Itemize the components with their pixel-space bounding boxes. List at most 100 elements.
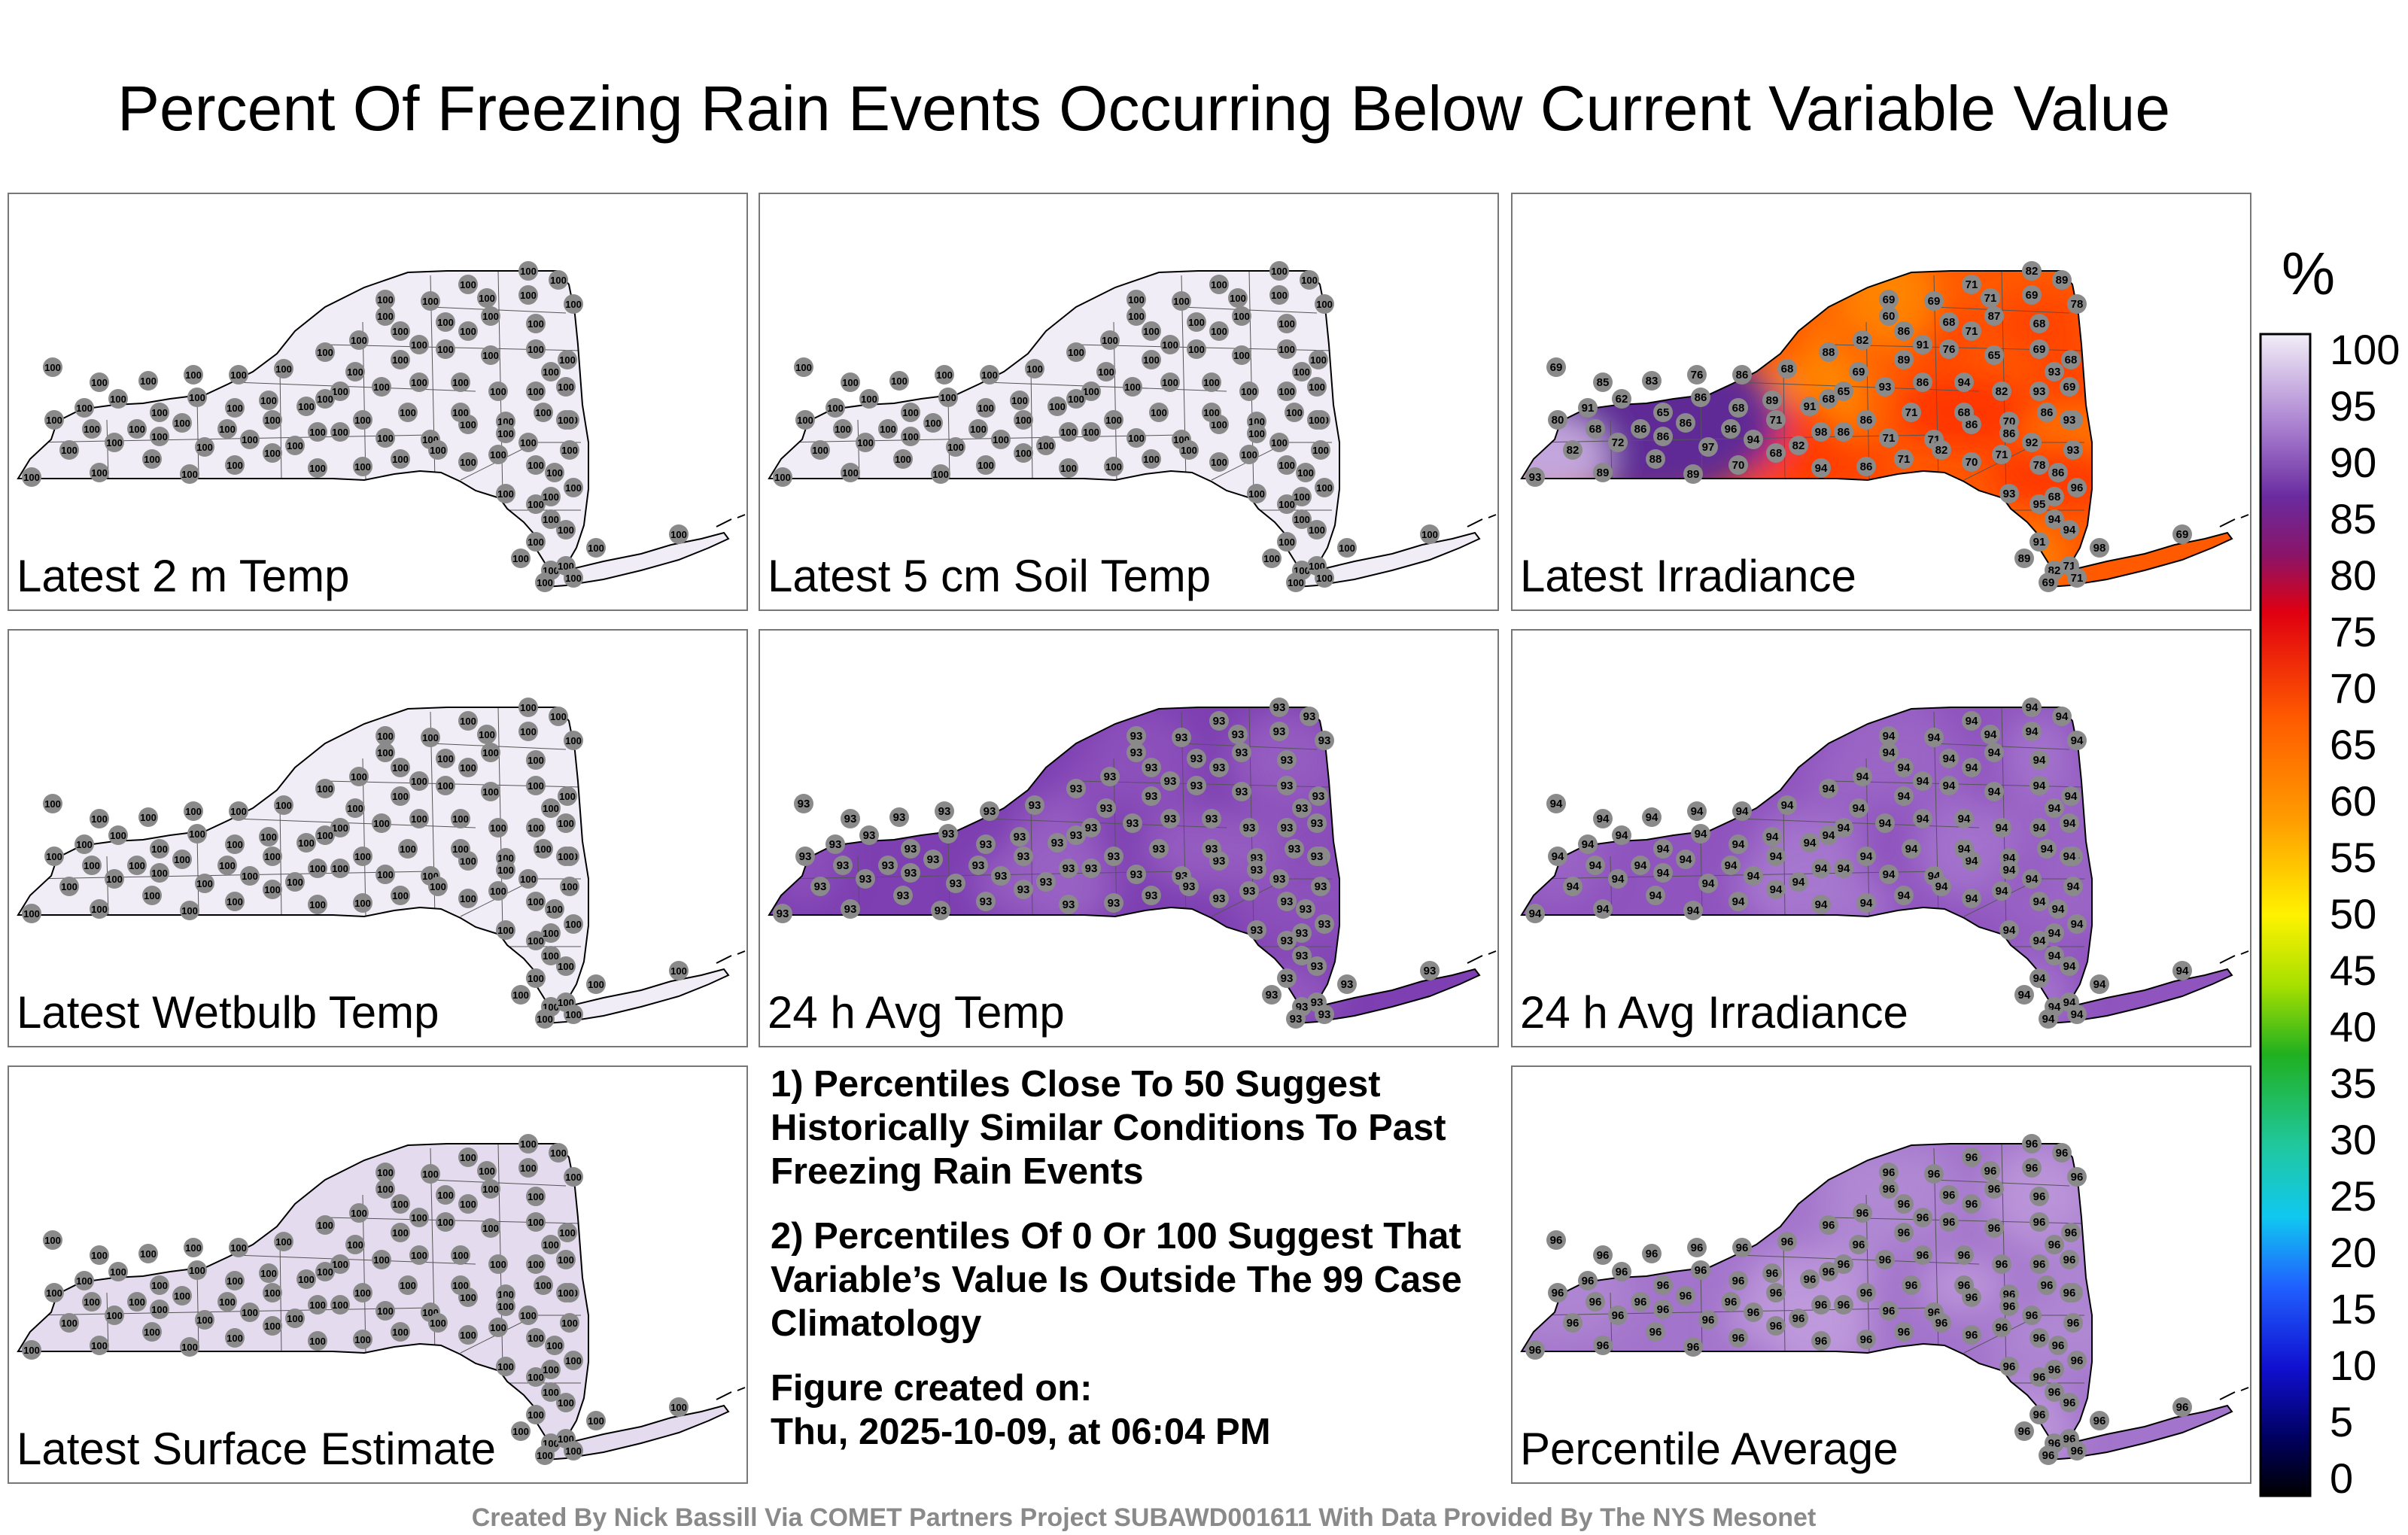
station-value: 100: [528, 755, 544, 766]
station-marker: 93: [1187, 749, 1206, 768]
station-marker: 93: [833, 856, 853, 875]
station-value: 94: [2003, 864, 2016, 877]
station-marker: 100: [375, 865, 395, 884]
station-value: 71: [1966, 278, 1978, 291]
station-value: 100: [1294, 366, 1310, 378]
station-value: 100: [377, 869, 394, 880]
station-marker: 100: [458, 711, 478, 731]
station-marker: 100: [150, 1275, 169, 1295]
station-value: 100: [227, 403, 243, 414]
station-marker: 83: [1642, 371, 1662, 391]
station-marker: 93: [2045, 362, 2064, 381]
station-value: 89: [1597, 467, 1610, 479]
station-value: 93: [1063, 862, 1075, 875]
station-value: 100: [520, 726, 537, 737]
station-marker: 100: [108, 825, 128, 845]
station-marker: 100: [391, 886, 410, 905]
station-value: 100: [460, 1152, 476, 1163]
station-marker: 100: [90, 463, 109, 482]
station-marker: 100: [477, 288, 497, 308]
station-value: 100: [842, 467, 859, 479]
station-value: 94: [1657, 867, 1670, 880]
station-marker: 100: [375, 1301, 395, 1321]
station-marker: 94: [1962, 711, 1981, 731]
station-marker: 89: [2052, 270, 2072, 290]
station-value: 82: [1792, 439, 1805, 452]
station-marker: 100: [1209, 275, 1229, 294]
station-value: 100: [129, 1296, 145, 1308]
station-marker: 100: [1081, 381, 1101, 401]
station-marker: 94: [1913, 771, 1932, 791]
station-value: 96: [1853, 1239, 1865, 1251]
panel-label: 24 h Avg Temp: [768, 987, 1065, 1038]
station-marker: 94: [1981, 725, 2000, 744]
station-marker: 93: [1311, 877, 1330, 896]
station-marker: 100: [526, 968, 546, 988]
station-marker: 96: [2067, 1441, 2087, 1461]
station-marker: 96: [1732, 1238, 1752, 1257]
station-value: 100: [151, 407, 168, 418]
station-marker: 100: [1172, 291, 1191, 311]
station-value: 96: [1691, 1242, 1704, 1254]
station-marker: 93: [1142, 786, 1161, 806]
station-marker: 100: [1307, 410, 1327, 430]
station-value: 100: [902, 407, 919, 418]
station-value: 94: [1612, 873, 1625, 886]
station-marker: 86: [1834, 422, 1853, 442]
station-marker: 100: [372, 1250, 391, 1269]
station-marker: 86: [1856, 410, 1876, 430]
station-marker: 100: [496, 1296, 515, 1316]
station-marker: 100: [535, 573, 555, 592]
station-value: 100: [84, 860, 100, 871]
station-marker: 100: [421, 291, 440, 311]
station-value: 94: [1815, 862, 1828, 875]
station-marker: 70: [1728, 455, 1748, 475]
station-value: 100: [520, 437, 537, 448]
station-marker: 100: [195, 1310, 214, 1330]
colorbar-tick-50: 50: [2330, 890, 2377, 938]
station-value: 100: [332, 386, 348, 397]
station-value: 94: [2048, 802, 2061, 815]
station-marker: 93: [1066, 825, 1086, 845]
station-value: 93: [1206, 843, 1218, 856]
station-value: 100: [842, 377, 859, 388]
station-value: 71: [1770, 414, 1783, 427]
station-value: 100: [528, 822, 544, 834]
station-value: 100: [185, 1242, 202, 1254]
station-marker: 100: [518, 433, 538, 452]
station-marker: 100: [90, 899, 109, 919]
station-marker: 100: [481, 782, 500, 801]
station-marker: 86: [1691, 388, 1710, 407]
station-value: 91: [1804, 400, 1817, 413]
station-value: 100: [227, 896, 243, 907]
station-marker: 93: [1285, 839, 1304, 859]
station-value: 96: [1634, 1296, 1647, 1309]
station-value: 100: [460, 279, 476, 290]
station-value: 100: [490, 449, 506, 460]
station-marker: 100: [458, 1147, 478, 1167]
colorbar-tick-100: 100: [2330, 326, 2400, 373]
station-marker: 100: [1247, 424, 1266, 443]
station-value: 100: [437, 753, 454, 764]
station-value: 100: [1278, 536, 1295, 548]
station-value: 100: [902, 431, 919, 442]
station-value: 93: [1281, 895, 1294, 908]
station-value: 100: [227, 1275, 243, 1287]
station-value: 96: [1917, 1211, 1929, 1224]
island-tip: [716, 514, 746, 527]
station-marker: 100: [90, 1245, 109, 1265]
figure-created-date: Thu, 2025-10-09, at 06:04 PM: [771, 1412, 1271, 1452]
station-marker: 94: [1687, 801, 1707, 821]
station-value: 100: [264, 851, 281, 862]
station-value: 96: [1823, 1266, 1835, 1278]
station-marker: 100: [142, 449, 162, 469]
station-value: 100: [1151, 407, 1167, 418]
station-marker: 96: [1728, 1271, 1748, 1290]
station-value: 100: [546, 1340, 563, 1351]
station-value: 96: [1838, 1299, 1850, 1312]
station-marker: 100: [669, 961, 689, 980]
station-value: 94: [1928, 731, 1941, 744]
station-marker: 69: [1924, 291, 1944, 311]
station-marker: 100: [1269, 433, 1289, 452]
station-value: 94: [1943, 752, 1956, 765]
